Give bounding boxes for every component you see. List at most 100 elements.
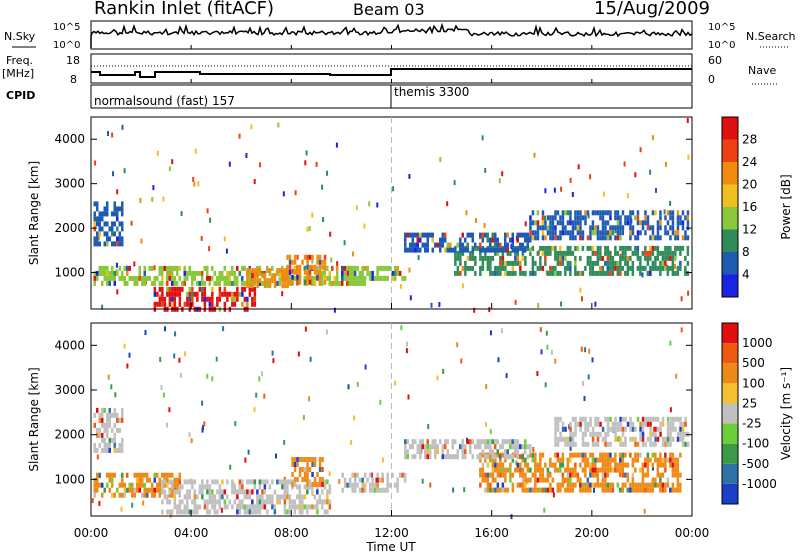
scatter-pixel — [442, 368, 445, 374]
data-pixel — [449, 247, 452, 253]
data-pixel — [589, 421, 592, 427]
data-pixel — [681, 245, 685, 251]
data-pixel — [253, 504, 257, 510]
data-pixel — [419, 247, 422, 253]
data-pixel — [541, 225, 545, 231]
data-pixel — [609, 235, 612, 241]
data-pixel — [639, 255, 642, 261]
data-pixel — [679, 265, 682, 271]
data-pixel — [551, 265, 555, 271]
data-pixel — [196, 280, 199, 286]
scatter-pixel — [194, 148, 197, 154]
data-pixel — [484, 457, 487, 463]
data-pixel — [393, 482, 397, 488]
data-pixel — [629, 225, 632, 231]
data-pixel — [486, 260, 490, 266]
data-pixel — [283, 499, 287, 505]
data-pixel — [436, 444, 439, 450]
data-pixel — [226, 270, 229, 276]
data-pixel — [283, 494, 287, 500]
scatter-pixel — [202, 424, 204, 430]
data-pixel — [171, 479, 174, 485]
data-pixel — [193, 504, 197, 510]
data-pixel — [639, 452, 642, 458]
data-pixel — [218, 504, 222, 510]
colorbar-swatch — [722, 483, 738, 504]
data-pixel — [253, 301, 257, 307]
data-pixel — [163, 301, 167, 307]
data-pixel — [636, 255, 640, 261]
data-pixel — [654, 482, 657, 488]
data-pixel — [671, 416, 675, 422]
colorbar-tick-label: -25 — [742, 417, 762, 431]
data-pixel — [566, 245, 570, 251]
x-tick-label: 12:00 — [374, 526, 409, 540]
data-pixel — [631, 487, 635, 493]
data-pixel — [499, 462, 502, 468]
y-axis-label: Slant Range [km] — [27, 161, 41, 265]
scatter-pixel — [505, 373, 508, 379]
data-pixel — [106, 221, 109, 227]
data-pixel — [306, 269, 309, 275]
data-pixel — [361, 482, 364, 488]
data-pixel — [524, 255, 527, 261]
data-pixel — [636, 416, 640, 422]
data-pixel — [604, 245, 607, 251]
data-pixel — [574, 260, 577, 266]
data-pixel — [586, 260, 590, 266]
scatter-pixel — [587, 213, 590, 219]
data-pixel — [108, 280, 111, 286]
data-pixel — [494, 467, 497, 473]
data-pixel — [98, 482, 101, 488]
data-pixel — [616, 260, 620, 266]
data-pixel — [198, 280, 201, 286]
data-pixel — [411, 232, 414, 238]
data-pixel — [133, 472, 136, 478]
data-pixel — [574, 426, 577, 432]
data-pixel — [641, 462, 645, 468]
scatter-pixel — [687, 154, 690, 160]
data-pixel — [531, 457, 535, 463]
data-pixel — [173, 275, 176, 281]
data-pixel — [676, 431, 680, 437]
data-pixel — [591, 250, 595, 256]
data-pixel — [213, 494, 217, 500]
data-pixel — [261, 494, 264, 500]
data-pixel — [561, 462, 565, 468]
colorbar-tick-label: 25 — [742, 396, 757, 410]
data-pixel — [451, 247, 454, 253]
data-pixel — [569, 452, 572, 458]
data-pixel — [163, 265, 166, 271]
data-pixel — [313, 269, 317, 275]
scatter-pixel — [275, 453, 277, 459]
data-pixel — [471, 439, 474, 445]
data-pixel — [146, 472, 149, 478]
data-pixel — [619, 235, 622, 241]
data-pixel — [501, 487, 505, 493]
data-pixel — [626, 477, 630, 483]
data-pixel — [591, 472, 595, 478]
data-pixel — [531, 265, 535, 271]
data-pixel — [616, 467, 620, 473]
data-pixel — [621, 462, 625, 468]
data-pixel — [549, 215, 552, 221]
data-pixel — [566, 265, 570, 271]
data-pixel — [216, 275, 219, 281]
data-pixel — [241, 484, 244, 490]
data-pixel — [318, 264, 322, 270]
data-pixel — [549, 235, 552, 241]
x-tick-label: 16:00 — [474, 526, 509, 540]
data-pixel — [213, 479, 217, 485]
data-pixel — [531, 235, 535, 241]
data-pixel — [489, 260, 492, 266]
data-pixel — [676, 215, 680, 221]
data-pixel — [489, 255, 492, 261]
data-pixel — [303, 269, 307, 275]
scatter-pixel — [253, 407, 256, 413]
data-pixel — [521, 444, 524, 450]
data-pixel — [621, 255, 625, 261]
data-pixel — [281, 273, 284, 279]
data-pixel — [193, 499, 197, 505]
data-pixel — [676, 220, 680, 226]
data-pixel — [556, 441, 560, 447]
